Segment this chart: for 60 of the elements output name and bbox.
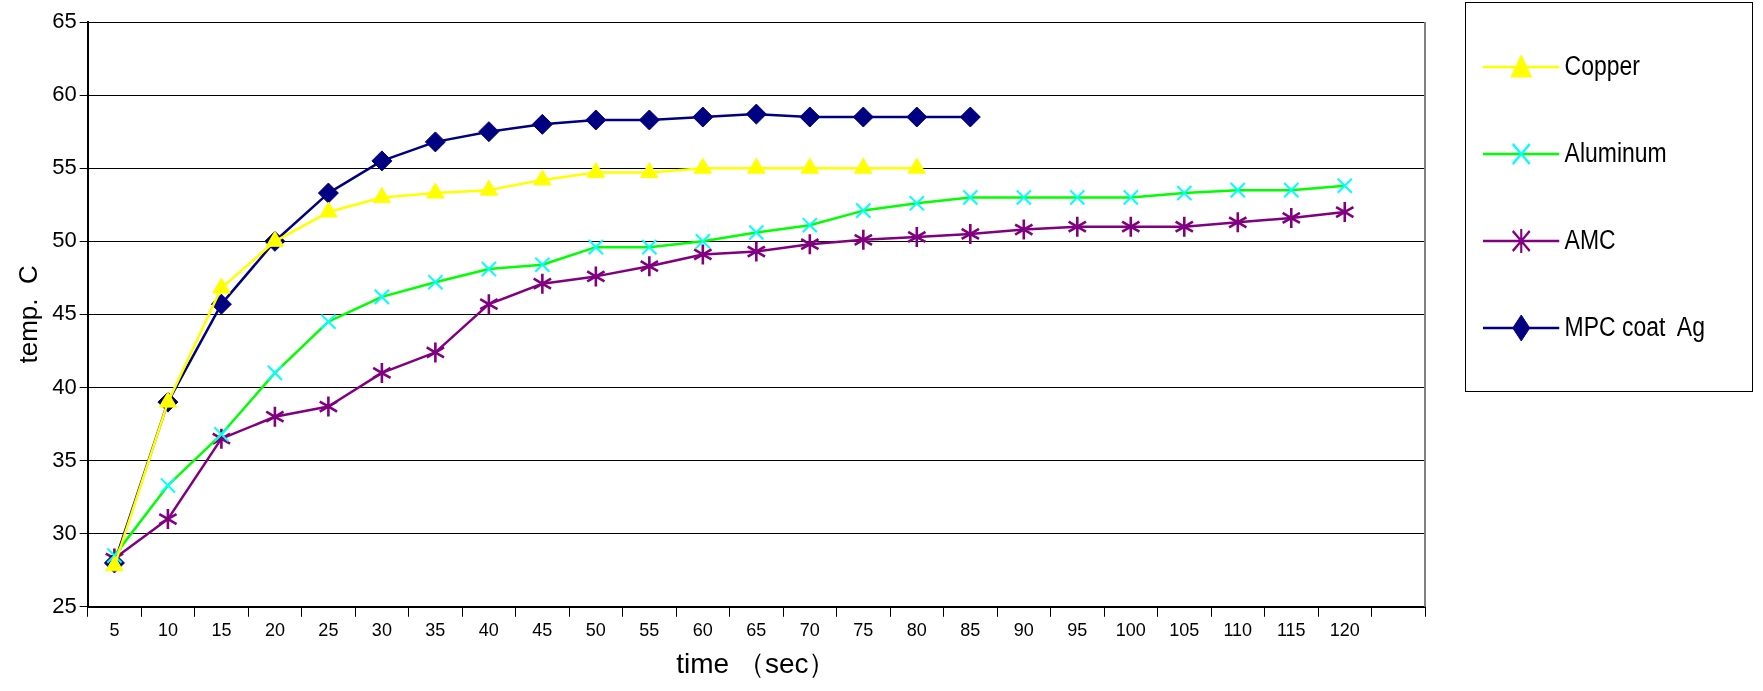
point xyxy=(961,223,980,244)
y-tick-label: 30 xyxy=(52,519,77,545)
y-tick-label: 60 xyxy=(52,81,77,107)
point xyxy=(906,106,928,128)
x-tick-label: 25 xyxy=(318,619,339,640)
x-tick-label: 65 xyxy=(746,619,767,640)
point xyxy=(692,106,714,128)
x-tick-label: 85 xyxy=(960,619,981,640)
point xyxy=(640,162,659,179)
point xyxy=(852,106,874,128)
y-tick-label: 40 xyxy=(52,373,77,399)
x-tick-label: 105 xyxy=(1169,619,1200,640)
legend-label: Copper xyxy=(1564,51,1640,82)
y-tick-label: 65 xyxy=(52,8,77,34)
point xyxy=(424,131,446,153)
point xyxy=(1281,207,1301,228)
point xyxy=(745,103,767,125)
point xyxy=(371,150,393,172)
point xyxy=(1335,202,1355,223)
x-axis-title: time （sec） xyxy=(676,647,837,679)
y-tick-label: 50 xyxy=(52,227,77,253)
point xyxy=(1228,212,1248,233)
x-tick-label: 80 xyxy=(906,619,927,640)
x-tick-label: 95 xyxy=(1067,619,1088,640)
y-tick-label: 35 xyxy=(52,446,77,472)
legend-label: MPC coat Ag xyxy=(1564,312,1705,343)
x-tick-label: 110 xyxy=(1223,619,1253,640)
x-tick-label: 20 xyxy=(264,619,285,640)
x-tick-label: 50 xyxy=(585,619,606,640)
x-tick-label: 100 xyxy=(1115,619,1146,640)
point xyxy=(959,106,981,128)
y-tick-label: 45 xyxy=(52,300,77,326)
legend-label: Aluminum xyxy=(1564,138,1667,169)
x-tick-label: 70 xyxy=(799,619,820,640)
x-tick-label: 5 xyxy=(109,619,120,640)
x-tick-label: 30 xyxy=(371,619,392,640)
point xyxy=(747,241,766,262)
x-tick-label: 45 xyxy=(532,619,553,640)
y-tick-label: 25 xyxy=(52,592,77,618)
point xyxy=(478,121,500,143)
x-tick-label: 60 xyxy=(692,619,713,640)
point xyxy=(799,106,821,128)
x-tick-label: 35 xyxy=(425,619,446,640)
point xyxy=(586,162,606,179)
point xyxy=(317,182,339,204)
legend-label: AMC xyxy=(1564,225,1616,256)
x-tick-label: 55 xyxy=(639,619,660,640)
x-tick-label: 120 xyxy=(1329,619,1360,640)
point xyxy=(585,109,607,131)
point xyxy=(531,113,553,135)
point xyxy=(854,229,873,250)
point xyxy=(638,109,660,131)
y-axis-title: temp. C xyxy=(12,265,43,364)
x-tick-label: 40 xyxy=(478,619,499,640)
x-tick-label: 10 xyxy=(157,619,178,640)
x-tick-label: 90 xyxy=(1013,619,1034,640)
x-tick-label: 15 xyxy=(211,619,232,640)
y-tick-label: 55 xyxy=(52,154,77,180)
x-tick-label: 75 xyxy=(853,619,874,640)
x-tick-label: 115 xyxy=(1276,619,1306,640)
